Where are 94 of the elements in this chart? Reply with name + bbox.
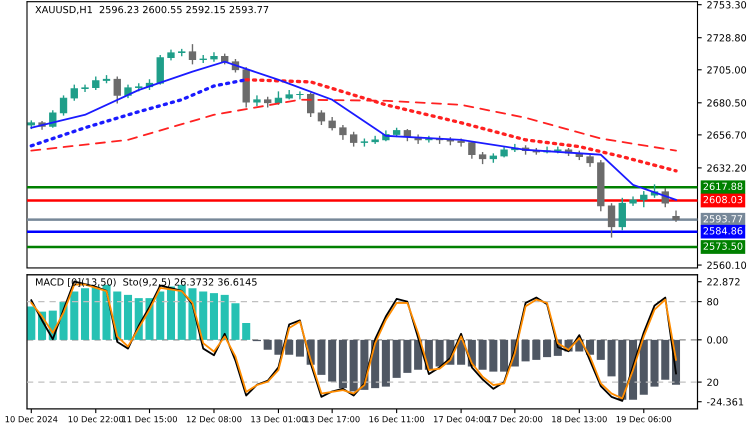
y-tick-label: 2560.10	[707, 262, 746, 269]
candlestick	[350, 131, 358, 148]
x-tick-label: 17 Dec 04:00	[434, 416, 489, 422]
y-tick-label: 0.00	[707, 336, 728, 344]
bar	[522, 340, 530, 362]
bar	[392, 340, 401, 378]
x-tick-label: 13 Dec 17:00	[305, 416, 360, 422]
bar	[156, 292, 164, 340]
x-tick-label: 13 Dec 01:00	[251, 416, 306, 422]
x-tick-label: 16 Dec 11:00	[370, 416, 424, 422]
candlestick	[339, 124, 347, 141]
bar	[500, 340, 508, 372]
bar	[220, 294, 229, 340]
y-tick-label: 2705.00	[707, 66, 746, 74]
bar	[382, 340, 390, 387]
bar	[27, 306, 36, 340]
y-tick-label: 2680.50	[707, 99, 746, 107]
bar	[317, 340, 326, 375]
candlestick	[286, 89, 293, 100]
y2-tick-label: 80	[707, 298, 718, 306]
ref-line-label: 2608.03	[704, 196, 742, 204]
candlestick	[167, 48, 175, 62]
bar	[178, 284, 186, 340]
candlestick	[306, 92, 314, 118]
bar	[199, 292, 208, 340]
y-tick-label: -24.361	[707, 398, 744, 406]
bar	[640, 340, 648, 395]
bar	[608, 340, 616, 376]
y-tick-label: 2632.20	[707, 164, 746, 172]
bar	[403, 340, 412, 373]
bar	[264, 340, 272, 350]
chart-title: XAUUSD,H1 2596.23 2600.55 2592.15 2593.77	[35, 6, 268, 14]
bar	[274, 340, 282, 355]
candlestick	[586, 154, 594, 168]
candlestick	[210, 52, 218, 62]
candlestick	[500, 146, 508, 158]
candlestick	[274, 90, 282, 106]
candlestick	[188, 43, 196, 66]
candlestick	[92, 76, 100, 91]
bar	[92, 286, 100, 340]
bar	[296, 340, 304, 357]
candlestick	[114, 76, 121, 104]
bar	[436, 340, 444, 366]
candlestick	[70, 84, 78, 102]
ref-line-label: 2573.50	[704, 242, 742, 250]
ref-line-label: 2617.88	[704, 182, 742, 190]
bar	[80, 288, 90, 340]
candlestick	[328, 116, 336, 132]
x-tick-label: 18 Dec 13:00	[552, 416, 607, 422]
bar	[661, 340, 670, 380]
candlestick	[318, 110, 326, 126]
y-tick-label: 22.872	[707, 278, 740, 286]
x-tick-label: 11 Dec 15:00	[122, 416, 177, 422]
bar	[328, 340, 336, 382]
candlestick	[60, 94, 68, 116]
x-tick-label: 17 Dec 20:00	[488, 416, 542, 422]
y-tick-label: 2656.70	[707, 131, 746, 139]
bar	[618, 340, 626, 400]
y-tick-label: 2728.80	[707, 34, 746, 42]
x-tick-label: 19 Dec 06:00	[616, 416, 672, 422]
bar	[338, 340, 347, 388]
candlestick	[672, 210, 680, 223]
y-tick-label: 2753.30	[707, 1, 746, 9]
bar	[350, 340, 358, 392]
candlestick	[253, 94, 261, 107]
candlestick	[618, 197, 626, 231]
candlestick	[264, 96, 272, 108]
bar	[532, 340, 540, 360]
candlestick	[490, 152, 498, 164]
x-tick-label: 10 Dec 22:00	[68, 416, 124, 422]
bar	[285, 340, 294, 355]
bar	[166, 286, 176, 340]
bar	[210, 293, 218, 340]
x-tick-label: 12 Dec 08:00	[186, 416, 242, 422]
bar	[231, 303, 240, 340]
bar	[478, 340, 487, 370]
candlestick	[478, 151, 486, 165]
bar	[596, 340, 605, 360]
bar	[70, 292, 78, 340]
candlestick	[296, 90, 304, 100]
candlestick	[468, 140, 476, 160]
bar	[489, 340, 498, 372]
bar	[124, 294, 132, 340]
candlestick	[629, 196, 637, 207]
candlestick	[221, 52, 228, 66]
x-tick-label: 10 Dec 2024	[6, 416, 58, 422]
bar	[543, 340, 552, 358]
candlestick	[608, 202, 616, 238]
bar	[242, 323, 250, 340]
y2-tick-label: 20	[707, 378, 718, 386]
ref-line-label: 2584.86	[704, 227, 742, 235]
ref-line-label: 2593.77	[704, 215, 742, 223]
candlestick	[640, 190, 648, 208]
bar	[650, 340, 659, 387]
